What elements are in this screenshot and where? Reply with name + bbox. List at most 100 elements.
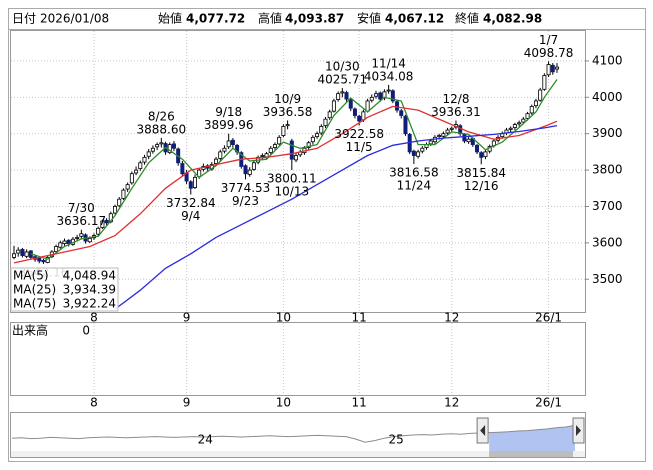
candle-body <box>340 91 345 94</box>
candle-body <box>416 151 421 157</box>
candle-body <box>11 253 16 258</box>
candle-body <box>331 100 336 112</box>
candle-body <box>555 66 560 70</box>
x-tick-label: 12 <box>444 396 459 410</box>
annotation-value: 3800.11 <box>267 172 317 186</box>
candle-body <box>41 259 46 263</box>
candle-body <box>445 129 450 134</box>
annotation-date: 10/9 <box>274 92 301 106</box>
y-tick-label: 3500 <box>592 272 623 286</box>
candle-body <box>512 124 517 128</box>
legend-name: MA(75) <box>13 297 56 311</box>
candle-body <box>113 206 118 214</box>
x-tick-label: 8 <box>90 311 98 325</box>
field-label: 始値 <box>158 11 182 26</box>
annotation-value: 3816.58 <box>389 166 439 180</box>
candle-body <box>365 100 370 112</box>
annotation-date: 11/24 <box>397 179 432 193</box>
candle-body <box>428 140 433 145</box>
price-panel <box>10 30 586 313</box>
candle-body <box>294 155 299 161</box>
candle-body <box>138 162 143 170</box>
candle-body <box>104 219 109 224</box>
annotation-date: 12/8 <box>443 92 470 106</box>
annotation-value: 4034.08 <box>364 69 414 83</box>
annotation-value: 4025.71 <box>318 72 368 86</box>
navigator-label: 25 <box>389 433 404 447</box>
annotation-date: 11/14 <box>371 56 406 70</box>
candle-body <box>550 64 555 73</box>
candle-body <box>289 140 294 160</box>
volume-panel <box>10 322 586 396</box>
candle-body <box>117 198 122 207</box>
field-value: 4,082.98 <box>483 12 542 26</box>
candle-body <box>96 227 101 235</box>
annotation-value: 3732.84 <box>166 196 216 210</box>
candle-body <box>352 108 357 116</box>
candle-body <box>192 176 197 188</box>
candle-body <box>395 101 400 111</box>
candle-body <box>243 165 248 175</box>
candle-body <box>437 135 442 138</box>
candle-body <box>378 92 383 100</box>
candle-body <box>277 136 282 145</box>
date-label: 日付 <box>12 12 36 26</box>
candle-body <box>247 169 252 175</box>
candle-body <box>508 127 513 130</box>
annotation-value: 4098.78 <box>524 46 574 60</box>
candle-body <box>146 151 151 157</box>
y-tick-label: 4100 <box>592 53 623 67</box>
field-value: 4,067.12 <box>385 12 444 26</box>
x-tick-label: 8 <box>90 396 98 410</box>
candle-body <box>386 89 391 92</box>
candle-body <box>521 118 526 123</box>
annotation-value: 3922.58 <box>334 127 384 141</box>
navigator-window <box>489 425 575 456</box>
candle-body <box>348 99 353 109</box>
navigator-label: 24 <box>198 433 213 447</box>
field-label: 終値 <box>455 11 479 26</box>
x-tick-label: 12 <box>444 311 459 325</box>
candle-body <box>37 257 42 262</box>
candle-body <box>327 111 332 119</box>
candle-body <box>403 115 408 135</box>
scrollbar-thumb[interactable] <box>489 451 573 457</box>
candle-body <box>285 124 290 127</box>
ma-line <box>114 124 558 310</box>
candle-body <box>462 134 467 142</box>
candle-body <box>54 246 59 252</box>
candle-body <box>538 89 543 101</box>
candle-body <box>159 142 164 145</box>
x-tick-label: 26/1 <box>535 396 562 410</box>
candle-body <box>466 138 471 143</box>
candle-body <box>129 173 134 184</box>
candle-body <box>125 184 130 190</box>
candle-body <box>58 242 63 248</box>
annotation-date: 10/30 <box>325 59 360 73</box>
candle-body <box>390 90 395 102</box>
handle-arrow <box>480 425 486 436</box>
legend-box <box>10 267 119 312</box>
annotation-date: 11/5 <box>346 140 373 154</box>
candle-body <box>310 136 315 143</box>
annotation-value: 3888.60 <box>137 122 187 136</box>
candle-body <box>100 220 105 228</box>
x-tick-label: 11 <box>352 396 367 410</box>
annotation-date: 7/30 <box>68 201 95 215</box>
y-tick-label: 3800 <box>592 163 623 177</box>
navigator-panel <box>10 412 586 458</box>
x-tick-label: 9 <box>183 396 191 410</box>
candle-body <box>420 147 425 152</box>
annotation-date: 8/26 <box>148 109 175 123</box>
annotation-value: 3936.58 <box>263 105 313 119</box>
annotation-value: 3774.53 <box>221 181 271 195</box>
annotation-date: 9/23 <box>232 194 259 208</box>
candle-body <box>483 151 488 158</box>
candle-body <box>121 189 126 199</box>
annotation-date: 9/4 <box>181 209 200 223</box>
candle-body <box>260 155 265 157</box>
candle-body <box>226 140 231 148</box>
field-label: 安値 <box>357 11 381 26</box>
legend-value: 4,048.94 <box>63 269 116 283</box>
legend-name: MA(25) <box>13 283 56 297</box>
